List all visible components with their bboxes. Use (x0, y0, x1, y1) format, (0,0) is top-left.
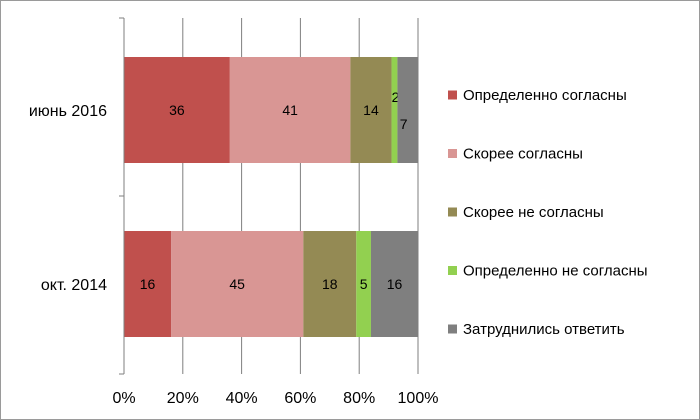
legend-swatch (448, 324, 457, 334)
x-tick-label: 40% (226, 390, 258, 407)
data-label: 41 (282, 102, 298, 118)
data-label: 2 (392, 89, 400, 105)
legend-label: Скорее не согласны (463, 204, 604, 221)
bar-segment (391, 57, 398, 163)
data-label: 45 (229, 276, 245, 292)
legend-label: Скорее согласны (463, 146, 583, 163)
data-label: 5 (360, 276, 368, 292)
bar-segment (171, 231, 304, 337)
axes: июнь 2016 окт. 2014 0% 20% 40% 60% 80% 100% (29, 17, 439, 407)
category-label: июнь 2016 (29, 103, 107, 120)
x-tick-label: 20% (167, 390, 199, 407)
legend-swatch (448, 266, 457, 275)
data-label: 16 (140, 276, 156, 292)
bar-segment (229, 57, 351, 163)
bar-segment (124, 231, 172, 337)
x-tick-label: 60% (284, 390, 316, 407)
legend: Определенно согласны Скорее согласны Скоре… (448, 87, 648, 338)
data-label: 16 (387, 276, 403, 292)
bar-segment (124, 57, 230, 163)
legend-label: Определенно не согласны (463, 263, 648, 280)
data-label: 36 (169, 102, 185, 118)
x-tick-label: 100% (398, 390, 439, 407)
legend-swatch (448, 90, 457, 100)
category-label: окт. 2014 (41, 277, 107, 294)
bar-segment (350, 57, 392, 163)
x-tick-label: 0% (112, 390, 135, 407)
data-label: 7 (400, 116, 408, 132)
data-label: 14 (363, 102, 379, 118)
legend-label: Затруднились ответить (463, 321, 625, 338)
x-tick-label: 80% (343, 390, 375, 407)
bars: 36 41 14 27 16 45 18 5 16 (124, 57, 418, 337)
bar-segment (397, 57, 418, 163)
legend-swatch (448, 149, 457, 158)
bar-segment (356, 231, 371, 337)
bar-segment (370, 231, 418, 337)
data-label: 18 (322, 276, 338, 292)
legend-label: Определенно согласны (463, 87, 627, 104)
bar-segment (303, 231, 357, 337)
legend-swatch (448, 207, 457, 217)
